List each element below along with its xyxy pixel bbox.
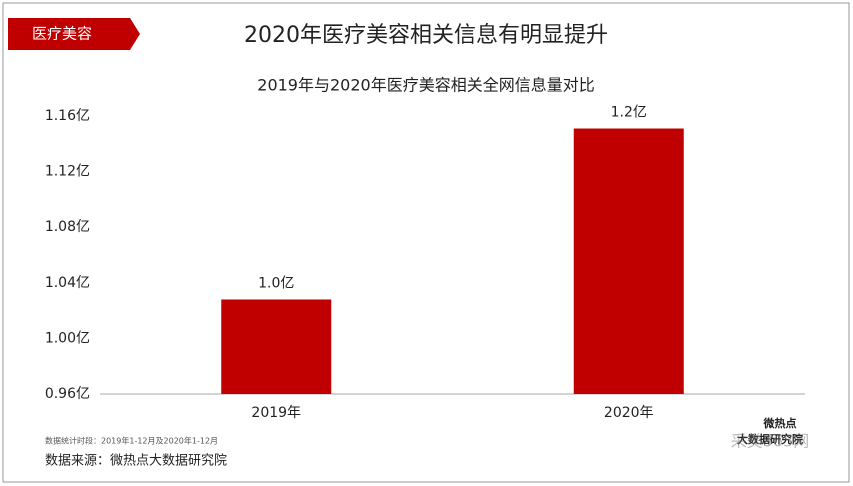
x-tick-label: 2019年 bbox=[251, 405, 301, 421]
y-tick-label: 1.04亿 bbox=[45, 275, 90, 291]
header-title: 2020年医疗美容相关信息有明显提升 bbox=[244, 23, 608, 48]
value-label: 1.2亿 bbox=[611, 105, 647, 121]
footnote: 数据统计时段：2019年1-12月及2020年1-12月 bbox=[45, 436, 218, 446]
source: 数据来源：微热点大数据研究院 bbox=[45, 454, 227, 469]
bar bbox=[221, 299, 332, 394]
y-tick-label: 1.16亿 bbox=[45, 108, 90, 124]
y-tick-label: 1.12亿 bbox=[45, 164, 90, 180]
y-tick-label: 1.00亿 bbox=[45, 330, 90, 346]
y-tick-label: 0.96亿 bbox=[45, 386, 90, 402]
bar bbox=[573, 128, 684, 394]
watermark: 采美365网 bbox=[731, 432, 810, 451]
logo: 微热点 bbox=[763, 416, 797, 430]
logo: 大数据研究院 bbox=[737, 432, 803, 446]
badge-bg bbox=[8, 18, 140, 50]
y-tick-label: 1.08亿 bbox=[45, 219, 90, 235]
x-tick-label: 2020年 bbox=[604, 405, 654, 421]
value-label: 1.0亿 bbox=[258, 275, 294, 291]
badge: 医疗美容 bbox=[32, 25, 92, 43]
chart-title: 2019年与2020年医疗美容相关全网信息量对比 bbox=[257, 76, 594, 95]
